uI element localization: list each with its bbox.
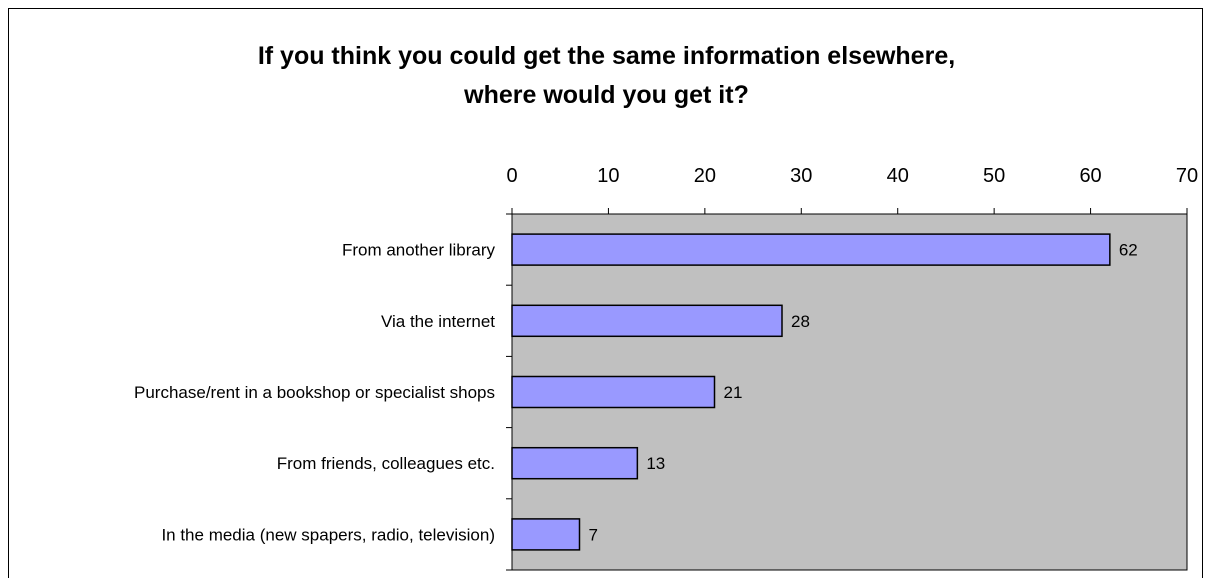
bar (511, 518, 581, 551)
bar (511, 304, 783, 338)
x-tick-label: 60 (1079, 165, 1101, 187)
data-label: 28 (791, 312, 810, 331)
x-tick-label: 0 (506, 165, 517, 187)
bar (511, 233, 1111, 266)
bar (511, 375, 716, 409)
chart-title: If you think you could get the same info… (9, 37, 1204, 115)
x-tick-label: 40 (887, 165, 909, 187)
category-label: Via the internet (381, 312, 495, 331)
data-label: 7 (589, 525, 598, 544)
x-tick-label: 30 (790, 165, 812, 187)
x-tick-label: 10 (597, 165, 619, 187)
x-tick-label: 50 (983, 165, 1005, 187)
chart-title-line-2: where would you get it? (464, 81, 749, 109)
category-label: In the media (new spapers, radio, televi… (161, 525, 495, 544)
chart-title-line-1: If you think you could get the same info… (257, 42, 956, 70)
category-label: From another library (342, 241, 496, 260)
category-label: Purchase/rent in a bookshop or specialis… (134, 383, 495, 402)
data-label: 62 (1119, 241, 1138, 260)
data-label: 13 (646, 454, 665, 473)
x-tick-label: 20 (694, 165, 716, 187)
x-tick-label: 70 (1176, 165, 1198, 187)
category-label: From friends, colleagues etc. (277, 454, 495, 473)
bar (511, 446, 639, 480)
data-label: 21 (724, 383, 743, 402)
